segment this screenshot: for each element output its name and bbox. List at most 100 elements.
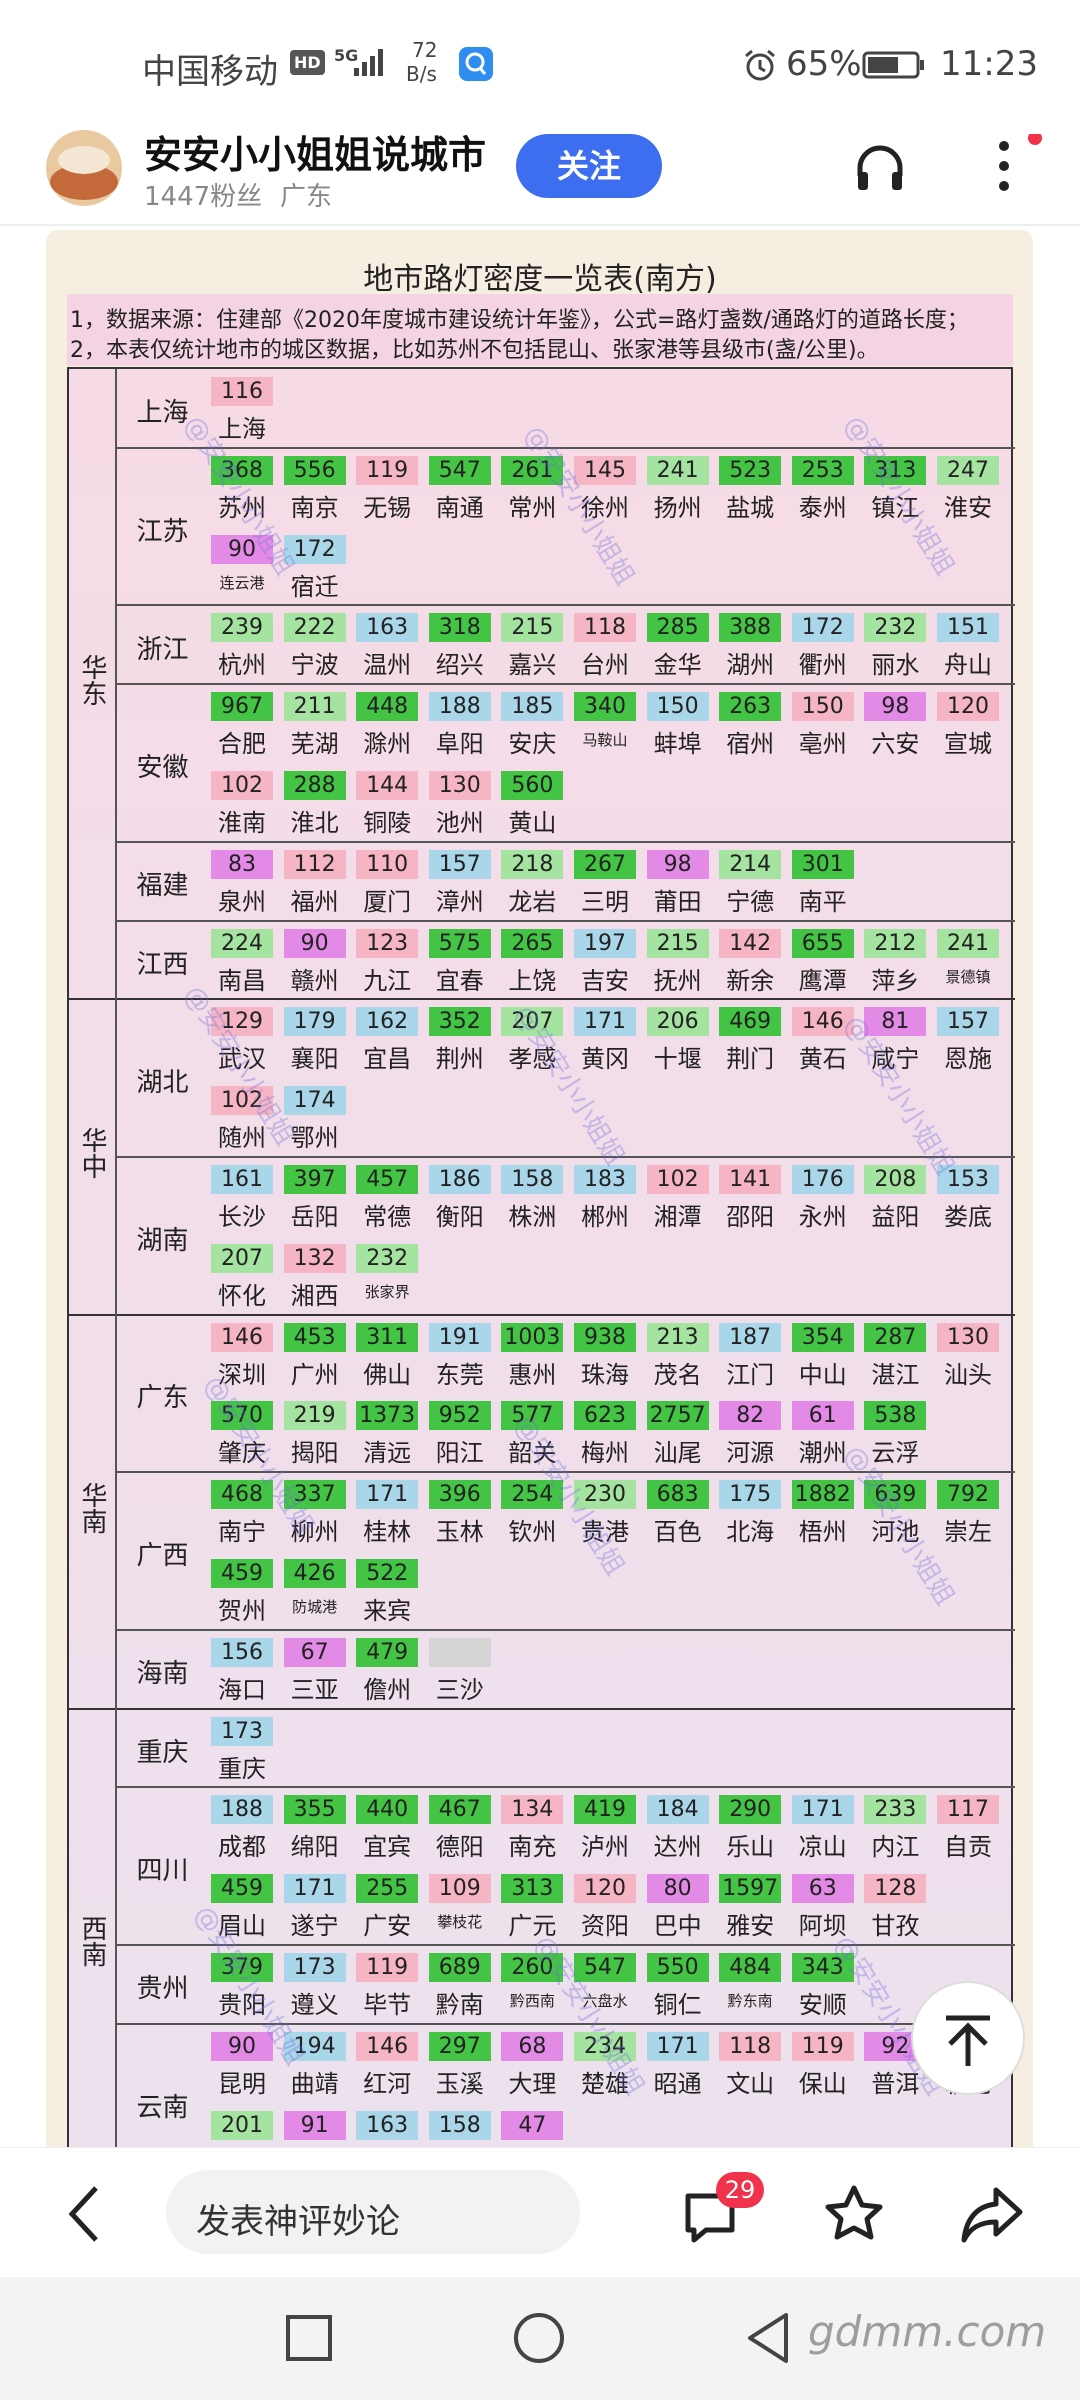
province-label: 云南 (136, 2092, 189, 2123)
city-name: 防城港 (292, 1598, 338, 1616)
city-name: 常州 (508, 493, 557, 522)
back-nav[interactable] (744, 2311, 794, 2365)
value-cell: 254 (501, 1480, 564, 1510)
more-icon[interactable] (990, 134, 1050, 204)
value-cell: 150 (791, 692, 854, 722)
value-cell: 116 (211, 377, 273, 406)
city-name: 宿迁 (290, 572, 339, 601)
city-name: 惠州 (508, 1360, 557, 1389)
region-label: 西南 (77, 1915, 107, 1967)
value-cell: 173 (283, 1953, 346, 1982)
city-name: 嘉兴 (508, 651, 557, 680)
value-cell: 156 (211, 1637, 273, 1667)
value-cell: 448 (356, 692, 419, 722)
value-cell: 368 (211, 455, 273, 485)
home-button[interactable] (512, 2311, 566, 2365)
recent-apps[interactable] (284, 2313, 334, 2363)
battery-level: 65% (786, 44, 862, 84)
value-cell: 109 (428, 1874, 491, 1904)
value-cell: 188 (428, 692, 491, 722)
value-cell: 388 (719, 613, 782, 643)
location: 广东 (280, 182, 333, 212)
author-name[interactable]: 安安小小姐姐说城市 (144, 133, 487, 177)
app-icon (459, 47, 493, 81)
value-cell: 123 (356, 928, 419, 958)
city-name: 无锡 (363, 493, 412, 522)
comment-placeholder: 发表神评妙论 (196, 2202, 400, 2242)
city-name: 合肥 (218, 730, 266, 759)
value-cell: 172 (283, 534, 346, 564)
city-name: 黄石 (798, 1045, 847, 1074)
value-cell: 426 (283, 1559, 346, 1588)
value-cell: 313 (501, 1874, 564, 1904)
value-cell: 260 (501, 1953, 564, 1982)
city-name: 三明 (581, 887, 629, 916)
value-cell (428, 1637, 491, 1667)
value-cell: 208 (864, 1165, 927, 1194)
city-name: 福州 (290, 887, 339, 916)
favorite-icon[interactable] (824, 2184, 884, 2244)
city-name: 三沙 (435, 1675, 484, 1704)
avatar[interactable] (46, 130, 122, 206)
city-name: 中山 (798, 1360, 847, 1389)
follow-button[interactable]: 关注 (516, 134, 662, 198)
share-icon[interactable] (960, 2186, 1024, 2244)
city-name: 成都 (218, 1833, 266, 1862)
city-name: 宁德 (726, 887, 775, 916)
city-name: 清远 (363, 1439, 412, 1468)
comment-input[interactable] (166, 2170, 580, 2254)
city-name: 连云港 (219, 573, 265, 592)
city-name: 佛山 (363, 1360, 412, 1389)
city-name: 鄂州 (290, 1124, 339, 1153)
province-label: 湖北 (136, 1068, 189, 1099)
region-line (69, 1313, 1015, 1316)
province-label: 广东 (136, 1383, 189, 1414)
value-cell: 457 (356, 1165, 419, 1194)
value-cell: 550 (646, 1953, 709, 1982)
value-cell: 469 (719, 1007, 782, 1037)
city-name: 柳州 (290, 1518, 339, 1547)
value-cell: 1597 (719, 1874, 782, 1904)
value-cell: 186 (428, 1165, 491, 1194)
value-cell: 301 (791, 849, 854, 879)
city-name: 武汉 (218, 1045, 266, 1074)
city-name: 桂林 (363, 1518, 412, 1547)
listen-icon[interactable] (852, 140, 908, 196)
value-cell: 224 (211, 928, 273, 958)
value-cell: 129 (211, 1007, 273, 1037)
value-cell: 98 (646, 849, 709, 879)
city-name: 珠海 (581, 1360, 629, 1389)
province-label: 浙江 (136, 634, 189, 665)
city-name: 南充 (508, 1833, 557, 1862)
city-name: 梅州 (581, 1439, 629, 1468)
city-name: 汕尾 (653, 1439, 702, 1468)
value-cell: 183 (574, 1165, 636, 1194)
value-cell: 234 (574, 2031, 636, 2061)
city-name: 咸宁 (871, 1045, 920, 1074)
value-cell: 239 (211, 613, 273, 643)
city-name: 十堰 (653, 1045, 702, 1074)
back-button[interactable] (64, 2184, 104, 2244)
city-name: 昆明 (218, 2069, 266, 2098)
back-to-top[interactable] (908, 1978, 1028, 2098)
value-cell: 171 (646, 2031, 709, 2061)
value-cell: 130 (428, 771, 491, 800)
value-cell: 241 (937, 928, 999, 958)
value-cell: 792 (937, 1480, 999, 1510)
value-cell: 233 (864, 1795, 927, 1825)
value-cell: 938 (574, 1322, 636, 1352)
value-cell: 967 (211, 692, 273, 722)
city-name: 凉山 (798, 1833, 847, 1862)
value-cell: 468 (211, 1480, 273, 1510)
signal-icon (354, 49, 383, 76)
value-cell: 146 (791, 1007, 854, 1037)
city-name: 南京 (290, 493, 339, 522)
value-cell: 232 (356, 1243, 419, 1273)
value-cell: 150 (646, 692, 709, 722)
table-title: 地市路灯密度一览表(南方) (363, 262, 717, 297)
city-name: 普洱 (871, 2069, 920, 2098)
value-cell: 119 (791, 2031, 854, 2061)
value-cell: 340 (574, 692, 636, 722)
city-name: 安顺 (798, 1991, 847, 2019)
province-label: 重庆 (136, 1738, 189, 1768)
